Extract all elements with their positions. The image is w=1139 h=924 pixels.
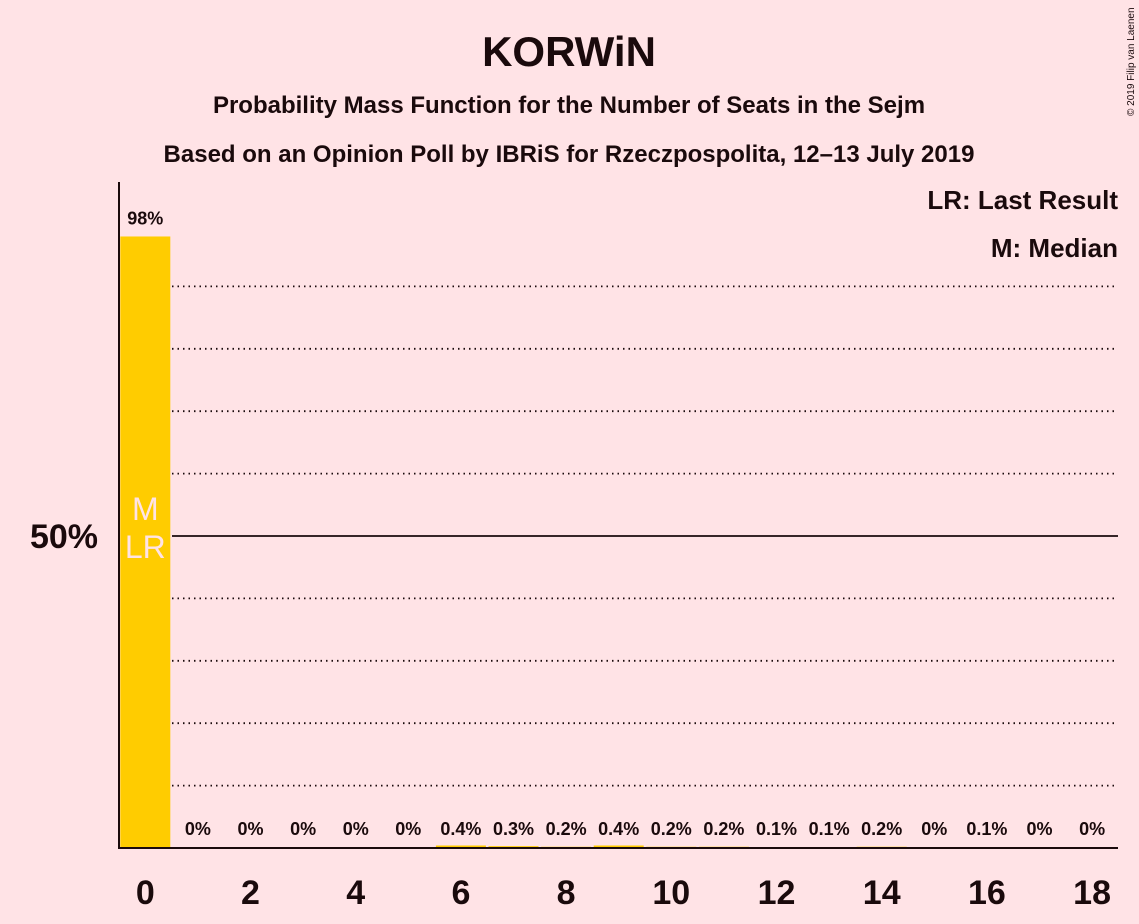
x-tick-label: 16 (968, 874, 1006, 912)
bar-value-label: 0.2% (546, 819, 587, 839)
bar-value-label: 0.2% (861, 819, 902, 839)
bar-value-label: 0% (1026, 819, 1052, 839)
bar-value-label: 0% (1079, 819, 1105, 839)
x-tick-label: 14 (863, 874, 901, 912)
x-tick-label: 2 (241, 874, 260, 912)
plot-area: 50% 98% 0% 0% 0% 0% 0% 0.4% 0.3% 0.2% 0.4% 0.2% 0.2%… (30, 182, 1118, 912)
bar-value-label: 0% (237, 819, 263, 839)
bar-value-label: 0% (185, 819, 211, 839)
legend-last-result: LR: Last Result (927, 185, 1118, 215)
copyright-text: © 2019 Filip van Laenen (1126, 7, 1137, 116)
last-result-marker: LR (125, 529, 166, 565)
x-tick-label: 4 (346, 874, 365, 912)
chart-subtitle-1: Probability Mass Function for the Number… (213, 92, 925, 119)
chart-title: KORWiN (482, 28, 656, 75)
x-tick-label: 18 (1073, 874, 1111, 912)
x-tick-label: 8 (557, 874, 576, 912)
median-marker: M (132, 491, 159, 527)
bar-value-label: 0.1% (809, 819, 850, 839)
bar-value-label: 0.3% (493, 819, 534, 839)
x-tick-label: 12 (758, 874, 796, 912)
bar-value-label: 0% (395, 819, 421, 839)
chart-subtitle-2: Based on an Opinion Poll by IBRiS for Rz… (164, 141, 975, 168)
bar-value-label: 0.4% (440, 819, 481, 839)
bar-value-label: 0.1% (966, 819, 1007, 839)
bar-value-label: 0.4% (598, 819, 639, 839)
x-tick-label: 0 (136, 874, 155, 912)
bar-value-label: 0.2% (703, 819, 744, 839)
bar (435, 845, 486, 848)
bar-value-label: 0% (290, 819, 316, 839)
bar-value-label: 98% (127, 208, 163, 228)
bar-value-label: 0.2% (651, 819, 692, 839)
bar (120, 236, 171, 849)
legend-median: M: Median (991, 233, 1118, 263)
bar-value-label: 0% (343, 819, 369, 839)
x-tick-label: 10 (652, 874, 690, 912)
x-tick-label: 6 (451, 874, 470, 912)
bar (593, 845, 644, 848)
y-tick-label: 50% (30, 518, 98, 556)
bar-value-label: 0% (921, 819, 947, 839)
bar-value-label: 0.1% (756, 819, 797, 839)
